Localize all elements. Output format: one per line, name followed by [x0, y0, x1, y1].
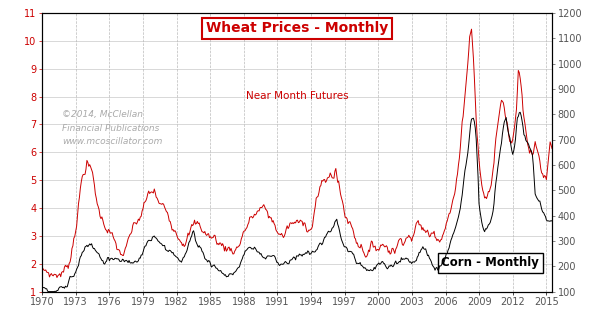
Text: Near Month Futures: Near Month Futures — [245, 91, 349, 101]
Text: Wheat Prices - Monthly: Wheat Prices - Monthly — [206, 21, 388, 35]
Text: ©2014, McClellan
Financial Publications
www.mcoscillator.com: ©2014, McClellan Financial Publications … — [62, 110, 163, 146]
Text: Corn - Monthly: Corn - Monthly — [442, 256, 539, 269]
